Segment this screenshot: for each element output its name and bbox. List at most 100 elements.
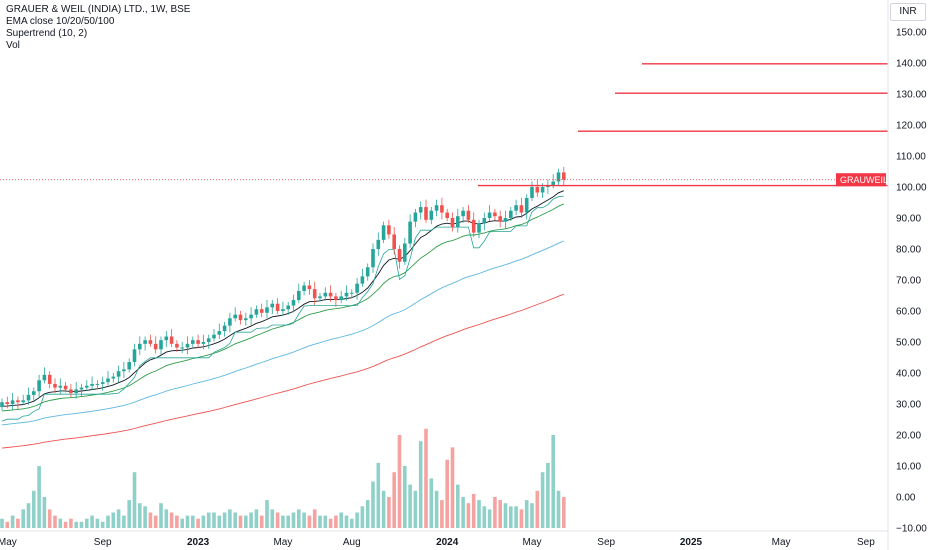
candle-body <box>350 292 354 294</box>
candle-body <box>206 338 211 343</box>
candle-body <box>111 376 116 379</box>
volume-legend[interactable]: Vol <box>6 40 20 51</box>
volume-bar <box>556 490 561 528</box>
volume-bar <box>42 497 47 528</box>
candle-body <box>530 187 534 198</box>
candle-body <box>493 212 497 217</box>
candle-body <box>562 172 566 180</box>
candle-body <box>238 314 243 321</box>
price-tick-label: 120.00 <box>896 121 927 132</box>
time-tick-label: 2024 <box>436 537 459 548</box>
candle-body <box>169 336 174 344</box>
volume-bar <box>90 515 94 528</box>
candle-body <box>413 212 418 222</box>
candle-body <box>185 343 190 348</box>
volume-bar <box>138 503 142 528</box>
candle-body <box>466 210 471 220</box>
volume-bar <box>148 512 153 528</box>
candle-body <box>217 331 222 335</box>
candle-body <box>228 318 232 326</box>
price-tick-label: 40.00 <box>896 369 921 380</box>
candle-body <box>164 336 169 341</box>
volume-bar <box>360 506 365 528</box>
volume-bar <box>259 515 264 528</box>
candlesticks <box>0 166 566 411</box>
candle-body <box>153 343 158 350</box>
volume-bar <box>424 428 428 528</box>
volume-bar <box>191 515 195 528</box>
candle-body <box>397 249 402 262</box>
candle-body <box>143 340 147 344</box>
time-tick-label: Sep <box>597 537 615 548</box>
candle-body <box>535 187 540 193</box>
volume-bar <box>297 509 301 528</box>
candle-body <box>498 216 502 222</box>
candle-body <box>74 389 78 394</box>
volume-bar <box>111 512 116 528</box>
price-tick-label: 30.00 <box>896 400 921 411</box>
supertrend-up-line <box>1 195 564 422</box>
volume-bar <box>26 503 31 528</box>
candle-body <box>42 374 47 381</box>
candle-body <box>334 296 338 301</box>
volume-bar <box>519 509 524 528</box>
volume-bar <box>79 521 84 528</box>
candle-body <box>471 219 476 233</box>
volume-bar <box>403 466 407 528</box>
candle-body <box>275 303 280 312</box>
candle-body <box>21 400 25 403</box>
volume-bar <box>440 500 444 528</box>
time-tick-label: Sep <box>94 537 112 548</box>
volume-bar <box>535 490 540 528</box>
candle-body <box>259 309 264 313</box>
volume-bar <box>350 518 354 528</box>
candle-body <box>519 205 524 213</box>
ema-legend[interactable]: EMA close 10/20/50/100 <box>6 16 115 27</box>
candle-body <box>201 342 206 344</box>
volume-bar <box>487 509 492 528</box>
volume-bar <box>233 512 237 528</box>
supertrend-legend[interactable]: Supertrend (10, 2) <box>6 28 88 39</box>
symbol-title[interactable]: GRAUER & WEIL (INDIA) LTD., 1W, BSE <box>6 4 191 15</box>
candle-body <box>254 309 259 315</box>
candle-body <box>196 340 200 344</box>
candle-body <box>69 389 73 394</box>
volume-bar <box>164 509 169 528</box>
volume-bar <box>153 515 158 528</box>
volume-bar <box>540 472 545 528</box>
candle-body <box>556 172 561 182</box>
candle-body <box>132 349 137 363</box>
volume-bar <box>63 521 68 528</box>
candle-body <box>106 378 110 383</box>
candle-body <box>175 343 179 348</box>
price-axis: 150.00 140.00 130.00 120.00 110.00 100.00 90.0… <box>887 0 932 550</box>
candle-body <box>148 340 153 344</box>
volume-bar <box>302 512 306 528</box>
volume-bar <box>339 512 343 528</box>
candle-body <box>450 218 455 228</box>
volume-bar <box>185 515 190 528</box>
volume-bar <box>546 462 550 528</box>
supertrend-lines <box>1 195 564 422</box>
volume-bar <box>450 447 455 528</box>
price-tick-label: 0.00 <box>896 493 916 504</box>
candle-body <box>180 347 184 349</box>
candle-body <box>159 340 163 350</box>
time-tick-label: 2023 <box>187 537 210 548</box>
candle-body <box>540 187 545 193</box>
candle-body <box>10 400 15 404</box>
candle-body <box>344 292 349 297</box>
candle-body <box>79 387 84 390</box>
volume-bar <box>312 509 317 528</box>
candle-body <box>270 303 275 308</box>
volume-bar <box>466 503 471 528</box>
volume-bar <box>206 512 211 528</box>
candle-body <box>222 325 227 332</box>
volume-bar <box>376 462 381 528</box>
candle-body <box>122 369 126 372</box>
volume-bar <box>58 518 63 528</box>
currency-button[interactable]: INR <box>890 3 926 21</box>
volume-bar <box>286 515 290 528</box>
